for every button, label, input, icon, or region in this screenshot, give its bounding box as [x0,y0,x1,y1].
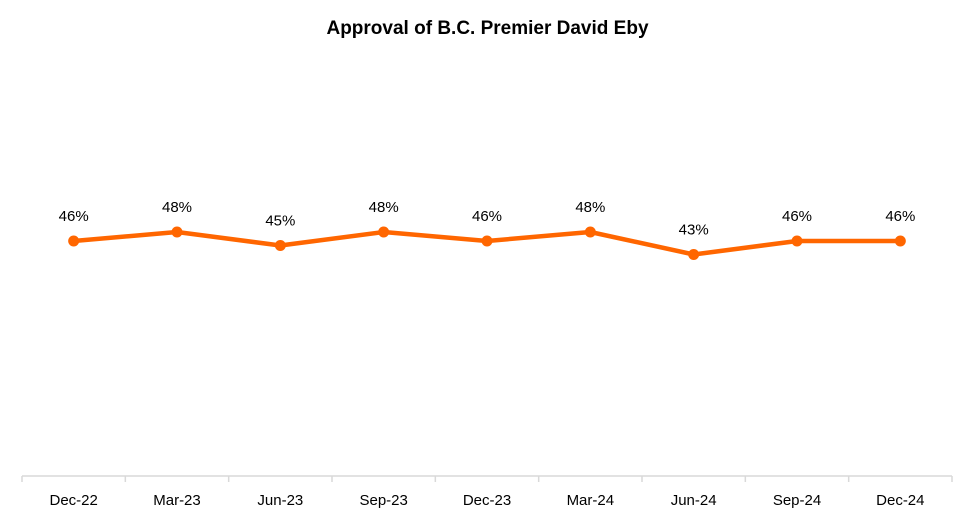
data-point [894,235,906,247]
x-tick-label: Dec-24 [876,492,924,509]
data-point [791,235,803,247]
data-label: 48% [369,199,399,216]
data-label: 45% [265,213,295,230]
data-point [688,249,700,260]
chart-title: Approval of B.C. Premier David Eby [326,18,649,39]
x-tick-label: Sep-23 [359,492,407,509]
data-point [274,240,286,251]
x-tick-label: Mar-24 [567,492,615,509]
data-label: 48% [162,199,192,216]
x-tick-label: Dec-23 [463,492,511,509]
x-tick-label: Dec-22 [49,492,97,509]
x-tick-label: Sep-24 [773,492,821,509]
data-point [68,235,80,247]
x-tick-label: Jun-23 [257,492,303,509]
data-point [481,235,493,247]
data-label: 46% [782,208,812,225]
data-point [171,226,183,238]
data-label: 43% [679,222,709,239]
data-point [584,226,596,238]
data-label: 46% [472,208,502,225]
data-label: 48% [575,199,605,216]
x-tick-label: Jun-24 [671,492,717,509]
data-label: 46% [59,208,89,225]
data-label: 46% [885,208,915,225]
data-point [378,226,390,238]
x-tick-label: Mar-23 [153,492,201,509]
